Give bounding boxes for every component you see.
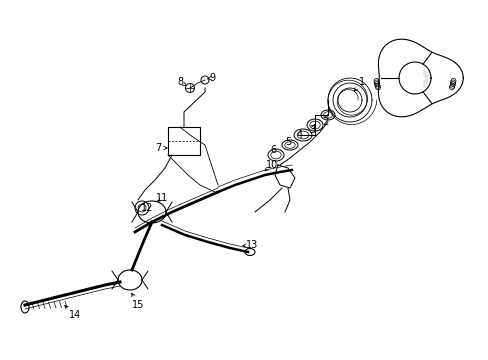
Text: 2: 2: [321, 117, 327, 127]
Text: 9: 9: [208, 73, 215, 83]
Text: 11: 11: [156, 193, 168, 203]
Text: 3: 3: [308, 125, 314, 135]
Bar: [168, 127, 200, 155]
Text: 5: 5: [285, 137, 290, 147]
Text: 7: 7: [155, 143, 161, 153]
Text: 1: 1: [358, 77, 365, 87]
Text: 6: 6: [269, 145, 276, 155]
Text: 14: 14: [69, 310, 81, 320]
Text: 15: 15: [132, 300, 144, 310]
Text: 12: 12: [141, 203, 153, 213]
Text: 8: 8: [177, 77, 183, 87]
Text: 10: 10: [265, 160, 278, 170]
Text: 13: 13: [245, 240, 258, 250]
Text: 4: 4: [296, 130, 303, 140]
